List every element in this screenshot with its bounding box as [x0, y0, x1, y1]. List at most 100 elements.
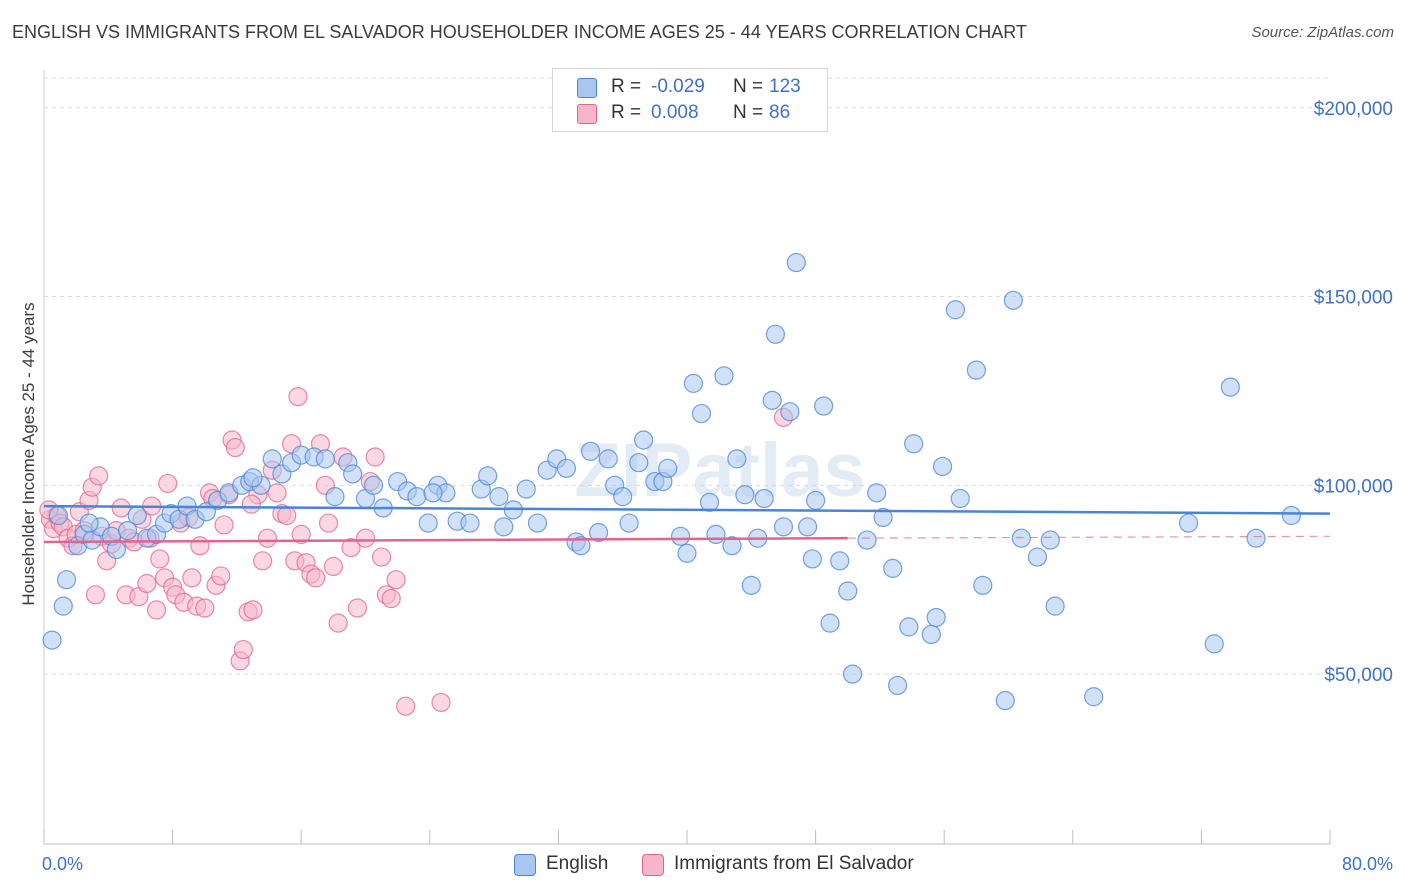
data-point [571, 536, 591, 556]
y-tick-label: $200,000 [1314, 99, 1393, 120]
data-point [233, 639, 253, 660]
legend-swatch-immigrants [577, 104, 597, 124]
data-point [253, 551, 273, 571]
data-point [883, 558, 903, 578]
data-point [1045, 596, 1065, 616]
data-point [814, 396, 834, 416]
data-point [418, 513, 438, 533]
data-point [613, 487, 633, 507]
trend-line [43, 504, 1331, 515]
legend-r-value: 0.008 [651, 102, 699, 123]
data-point [722, 536, 742, 556]
x-tick-label: 80.0% [1342, 854, 1393, 874]
data-point [489, 487, 509, 507]
data-point [106, 539, 126, 560]
gridlines [44, 77, 1330, 675]
data-point [117, 521, 138, 541]
data-point [921, 624, 941, 645]
source-label: Source: ZipAtlas.com [1251, 24, 1394, 41]
data-point [706, 524, 726, 545]
data-point [727, 449, 747, 469]
data-point [527, 513, 548, 533]
data-point [42, 630, 62, 650]
series-english-points [42, 252, 1302, 711]
data-point [754, 488, 774, 509]
data-point [243, 600, 263, 620]
data-point [211, 566, 231, 586]
data-point [1003, 290, 1023, 310]
legend-label-immigrants: Immigrants from El Salvador [674, 853, 914, 874]
data-point [371, 547, 392, 567]
data-point [494, 517, 514, 537]
data-point [158, 473, 178, 494]
legend-n-label: N = [733, 102, 764, 123]
data-point [195, 598, 215, 618]
data-point [887, 675, 908, 696]
legend-swatch-english [577, 78, 597, 98]
data-point [363, 475, 384, 495]
data-point [926, 607, 946, 628]
trend-line-extension [847, 535, 1331, 539]
data-point [1220, 377, 1240, 397]
data-point [257, 528, 278, 548]
data-point [556, 458, 577, 478]
trend-lines [43, 504, 1331, 544]
y-tick-label: $50,000 [1324, 665, 1393, 686]
data-point [945, 300, 966, 320]
y-tick-label: $150,000 [1314, 288, 1393, 309]
data-point [1040, 530, 1060, 550]
legend-r-label: R = [611, 102, 642, 123]
data-point [306, 568, 326, 588]
data-point [53, 596, 73, 616]
data-point [262, 449, 282, 469]
data-point [995, 690, 1015, 711]
data-point [838, 581, 858, 601]
data-point [797, 517, 818, 537]
data-point [423, 483, 443, 503]
data-point [842, 664, 863, 684]
data-point [867, 483, 887, 503]
data-point [1204, 634, 1224, 654]
data-point [225, 437, 245, 458]
data-point [899, 617, 919, 637]
chart-title: ENGLISH VS IMMIGRANTS FROM EL SALVADOR H… [12, 22, 1027, 42]
data-point [765, 324, 786, 344]
data-point [478, 466, 498, 486]
data-point [277, 505, 297, 526]
data-point [820, 613, 840, 633]
data-point [323, 556, 343, 577]
data-point [714, 366, 734, 386]
data-point [904, 434, 924, 454]
y-axis-title: Householder Income Ages 25 - 44 years [19, 302, 38, 605]
data-point [48, 505, 69, 526]
series-legend: English Immigrants from El Salvador [0, 852, 1406, 878]
data-point [137, 573, 157, 594]
legend-n-value: 123 [769, 76, 801, 97]
data-point [1027, 547, 1048, 567]
data-point [873, 507, 893, 528]
legend-r-label: R = [611, 76, 642, 97]
legend-r-value: -0.029 [651, 76, 705, 97]
legend-label-english: English [546, 853, 609, 874]
data-point [598, 449, 618, 469]
data-point [805, 490, 826, 511]
data-point [341, 538, 361, 558]
data-point [146, 600, 167, 620]
legend-n-label: N = [733, 76, 764, 97]
x-tick-label: 0.0% [42, 854, 83, 874]
data-point [241, 494, 261, 514]
data-point [127, 505, 147, 526]
data-point [1281, 505, 1302, 526]
data-point [699, 492, 720, 512]
data-point [343, 464, 363, 484]
y-tick-labels: $50,000 $100,000 $150,000 $200,000 [1314, 99, 1393, 686]
data-point [318, 513, 339, 533]
x-tick-labels: 0.0% 80.0% [42, 854, 1393, 874]
data-point [386, 570, 406, 590]
data-point [691, 403, 712, 424]
data-point [267, 483, 287, 503]
data-point [89, 466, 109, 486]
data-point [1178, 513, 1199, 533]
data-point [670, 526, 691, 546]
data-point [973, 575, 993, 595]
